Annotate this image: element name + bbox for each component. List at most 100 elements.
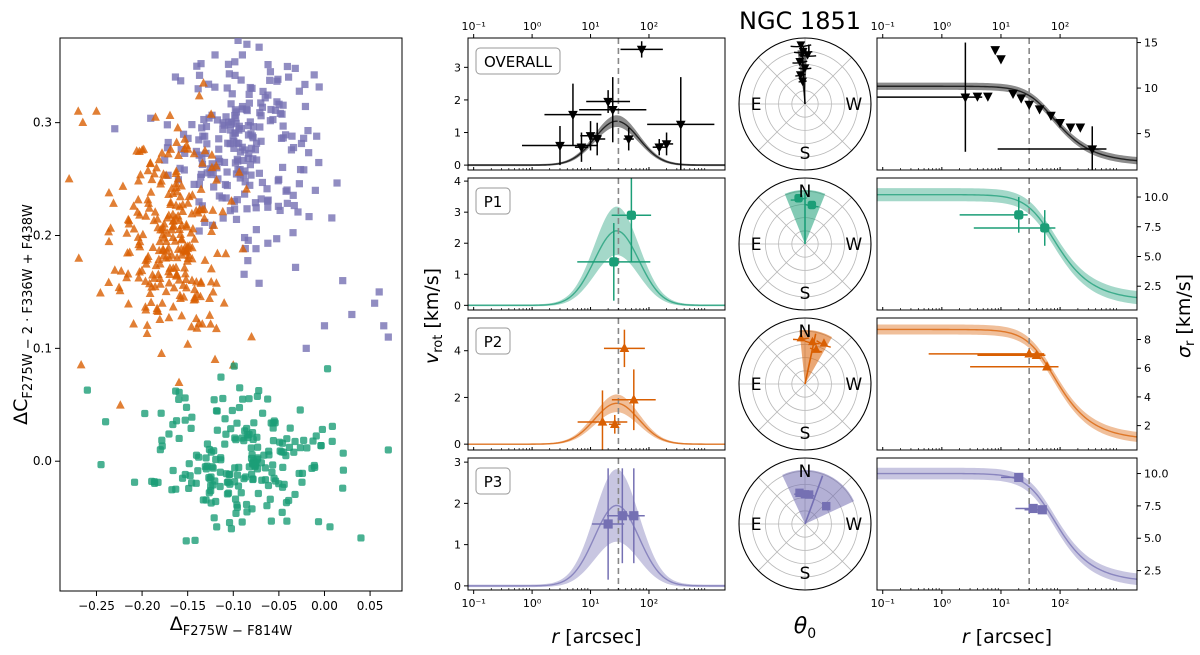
point-P1	[202, 454, 210, 462]
panel-label-box	[475, 187, 511, 215]
panel-content	[468, 318, 725, 450]
polar-point-P3	[795, 488, 804, 498]
rotation-panel-P2: 0 2 4 P2	[454, 317, 726, 451]
point-P3	[171, 73, 180, 81]
point-P3	[226, 207, 234, 215]
point-P1	[250, 419, 258, 427]
point-P1	[269, 437, 278, 445]
point-P1	[178, 474, 187, 482]
point-P2	[183, 198, 193, 207]
panel-label: P2	[484, 333, 503, 351]
polar-grid-spoke	[758, 523, 806, 571]
point-P1	[253, 433, 261, 441]
point-P3	[276, 206, 284, 215]
point-P1	[232, 436, 240, 444]
y-label-unit: [km/s]	[1173, 274, 1195, 341]
model-line	[468, 504, 725, 587]
point-P2	[171, 200, 181, 209]
point-P2	[180, 263, 189, 272]
point-P3	[244, 154, 252, 162]
point-P1	[253, 465, 262, 473]
compass-W: W	[845, 375, 862, 395]
panel-frame	[876, 457, 1138, 591]
model-band	[877, 82, 1137, 165]
point-P3	[283, 62, 291, 71]
point-P3	[295, 87, 303, 95]
point-P1	[210, 514, 218, 522]
point-P1	[282, 499, 291, 507]
point-P3	[204, 80, 213, 88]
point-P2	[187, 321, 196, 331]
polar-grid-spoke	[758, 477, 806, 525]
point-P1	[195, 453, 203, 461]
point-P2	[190, 234, 199, 243]
point-P2	[104, 236, 114, 246]
point-P2	[170, 236, 180, 245]
point-P2	[122, 228, 132, 237]
point-P3	[222, 113, 230, 121]
data-point-OVERALL	[623, 135, 634, 145]
point-P2	[161, 253, 171, 262]
point-P1	[182, 403, 191, 411]
point-P3	[176, 164, 184, 172]
point-P1	[300, 436, 308, 444]
polar-point-OVERALL	[796, 41, 806, 50]
point-P3	[263, 197, 272, 205]
point-P3	[253, 156, 261, 164]
point-P2	[164, 278, 174, 287]
point-P3	[264, 203, 272, 211]
polar-grid-spoke	[804, 57, 852, 105]
point-P1	[169, 420, 177, 429]
point-P3	[271, 106, 280, 114]
point-P1	[298, 469, 307, 478]
point-P1	[298, 478, 306, 486]
point-P3	[184, 134, 192, 142]
point-P3	[255, 279, 263, 287]
point-P2	[104, 188, 114, 197]
point-P2	[177, 310, 187, 320]
chromosome-map-points	[64, 38, 392, 545]
point-P3	[201, 132, 209, 140]
point-P2	[163, 228, 173, 237]
y-tick-label: 0	[454, 299, 461, 312]
point-P3	[161, 156, 169, 164]
point-P1	[221, 415, 229, 423]
point-P3	[200, 115, 208, 124]
dispersion-y-axis-label: σr [km/s]	[1173, 274, 1198, 358]
data-point-P1	[609, 257, 619, 267]
point-P3	[301, 102, 310, 111]
data-point-P2	[1042, 361, 1052, 371]
point-P1	[205, 489, 213, 497]
point-P2	[143, 194, 153, 204]
point-P3	[348, 310, 356, 319]
dispersion-x-axis-label: r [arcsec]	[962, 626, 1052, 648]
point-P3	[222, 194, 230, 202]
panel-content	[468, 178, 725, 310]
point-P1	[339, 466, 348, 474]
polar-x-axis-label: θ0	[794, 614, 816, 642]
data-point-OVERALL	[1065, 123, 1076, 133]
point-P1	[264, 395, 272, 403]
panel-content	[877, 458, 1137, 590]
point-P3	[240, 270, 248, 278]
point-P1	[182, 537, 190, 545]
x-label-r: r	[962, 626, 971, 648]
y-tick-label: 0	[454, 159, 461, 172]
point-P1	[217, 456, 225, 464]
point-P2	[146, 187, 156, 196]
point-P3	[179, 130, 188, 138]
point-P3	[294, 208, 302, 216]
polar-grid-spoke	[804, 337, 852, 385]
polar-grid-spoke	[758, 103, 806, 151]
point-P2	[178, 199, 188, 209]
point-P2	[174, 377, 184, 386]
point-P3	[192, 147, 200, 156]
point-P3	[210, 183, 218, 191]
point-P3	[235, 139, 243, 148]
point-P3	[275, 100, 283, 108]
x-label-unit: [arcsec]	[559, 626, 641, 648]
point-P1	[384, 446, 392, 454]
point-P2	[172, 270, 182, 279]
polar-point-P2	[819, 338, 829, 347]
point-P3	[245, 99, 253, 107]
